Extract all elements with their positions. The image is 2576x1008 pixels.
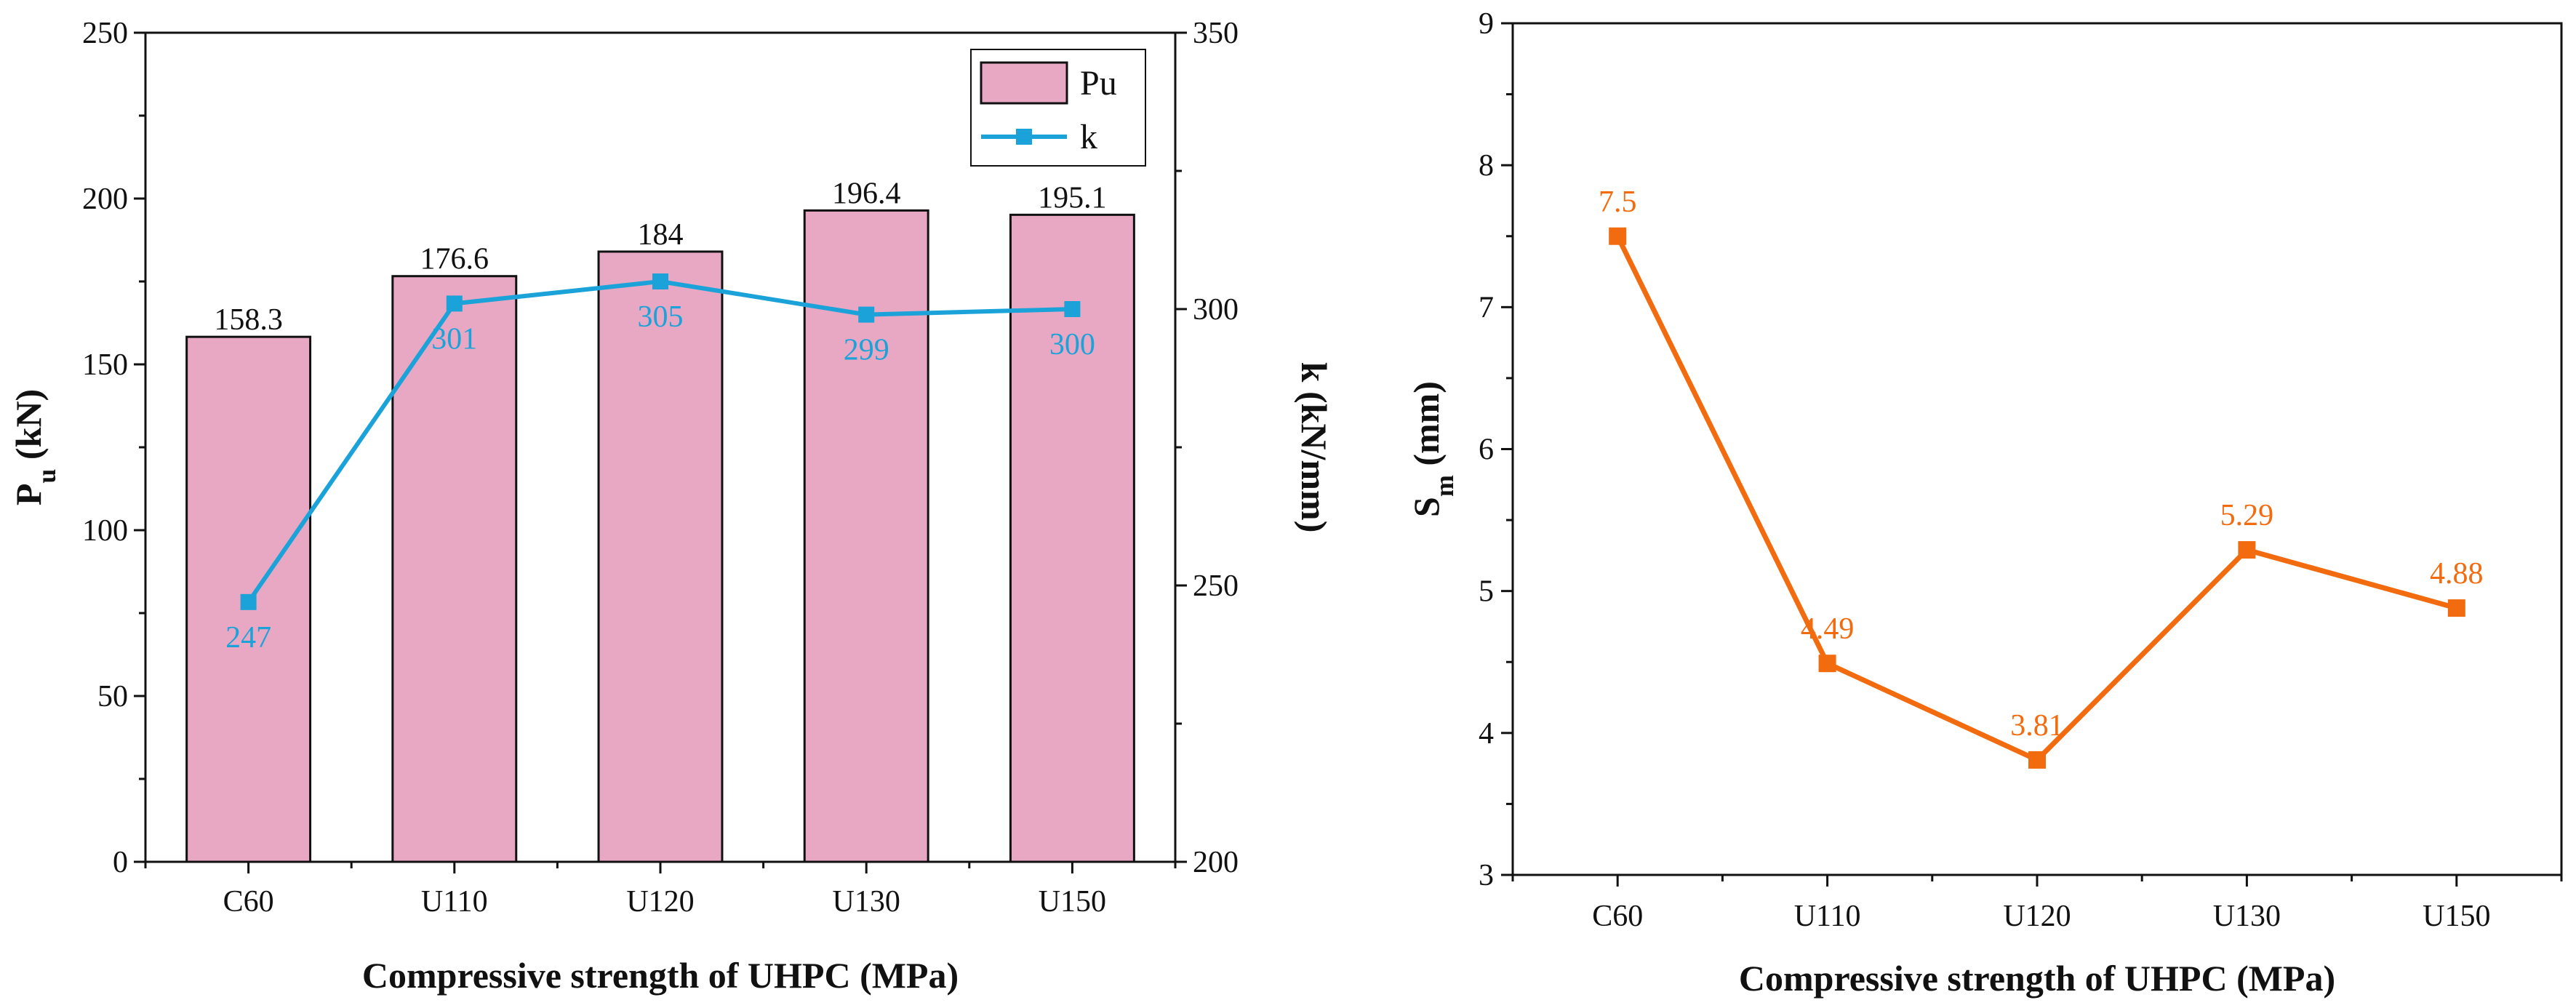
k-marker <box>858 306 875 323</box>
x-tick-label: U130 <box>833 885 900 919</box>
bar-pu <box>597 250 724 863</box>
k-marker <box>240 593 257 610</box>
y-tick-label: 200 <box>82 183 128 216</box>
x-axis-title: Compressive strength of UHPC (MPa) <box>362 955 959 996</box>
k-marker <box>1064 301 1081 317</box>
sm-marker <box>1609 227 1627 245</box>
y2-tick-label: 200 <box>1193 846 1239 879</box>
sm-marker <box>2238 541 2256 559</box>
y-axis-title: Pu (kN) <box>8 389 61 505</box>
x-tick-label: U110 <box>1794 900 1861 933</box>
k-marker <box>446 295 463 312</box>
x-axis-title: Compressive strength of UHPC (MPa) <box>1739 958 2335 999</box>
x-tick-label: U120 <box>626 885 694 919</box>
bar-value-label: 158.3 <box>214 303 283 337</box>
sm-value-label: 5.29 <box>2220 499 2274 532</box>
k-value-label: 300 <box>1049 328 1095 361</box>
bar-value-label: 196.4 <box>832 177 901 210</box>
x-tick-label: U130 <box>2213 900 2281 933</box>
bar-pu <box>1009 213 1135 863</box>
x-tick-label: U110 <box>421 885 488 919</box>
x-tick-label: C60 <box>223 885 274 919</box>
y-tick-label: 150 <box>82 348 128 382</box>
bar-value-label: 176.6 <box>420 243 489 276</box>
chart-sm: 3 4 5 6 7 8 9 C60 U110 U120 U130 U150 7.5 4.49 3.81 5.2… <box>1406 7 2563 999</box>
y-tick-label: 7 <box>1479 291 1494 324</box>
x-tick-label: C60 <box>1592 900 1643 933</box>
y-axis-title: Sm (mm) <box>1406 381 1459 517</box>
y-tick-label: 0 <box>113 846 128 879</box>
y-tick-label: 3 <box>1479 859 1494 892</box>
series-line-sm <box>1615 235 2457 764</box>
sm-value-label: 7.5 <box>1599 185 1637 219</box>
legend-label-k: k <box>1080 118 1097 156</box>
y-tick-label: 5 <box>1479 575 1494 609</box>
k-value-label: 301 <box>431 322 477 356</box>
k-value-label: 247 <box>225 621 271 655</box>
sm-marker <box>2447 599 2465 617</box>
sm-value-label: 3.81 <box>2010 709 2064 743</box>
sm-marker <box>2028 751 2046 769</box>
k-marker <box>652 273 668 289</box>
plot-frame <box>1511 22 2563 876</box>
sm-marker <box>1818 655 1836 673</box>
x-tick-label: U150 <box>1039 885 1106 919</box>
y-tick-label: 8 <box>1479 149 1494 183</box>
y-tick-label: 50 <box>97 680 128 713</box>
legend-label-pu: Pu <box>1080 64 1117 103</box>
bar-pu <box>391 275 518 863</box>
sm-value-label: 4.49 <box>1801 612 1855 646</box>
k-value-label: 299 <box>844 334 889 367</box>
y2-tick-label: 250 <box>1193 569 1239 603</box>
sm-value-label: 4.88 <box>2430 557 2484 591</box>
y-tick-label: 4 <box>1479 717 1494 751</box>
bar-value-label: 195.1 <box>1038 181 1107 215</box>
y-tick-label: 9 <box>1479 7 1494 41</box>
y2-tick-label: 350 <box>1193 17 1239 50</box>
x-tick-label: U120 <box>2003 900 2071 933</box>
legend-swatch-pu <box>980 61 1068 105</box>
x-tick-label: U150 <box>2423 900 2490 933</box>
chart-pu-k: 158.3 176.6 184 196.4 195.1 0 50 100 150 200 250 20… <box>8 17 1335 996</box>
y-tick-label: 100 <box>82 514 128 548</box>
k-value-label: 305 <box>638 300 684 334</box>
y2-axis-title: k (kN/mm) <box>1294 362 1335 533</box>
y-tick-label: 6 <box>1479 433 1494 467</box>
bar-value-label: 184 <box>638 218 684 252</box>
y2-tick-label: 300 <box>1193 293 1239 327</box>
y-tick-label: 250 <box>82 17 128 50</box>
legend-marker-k <box>1016 129 1032 145</box>
